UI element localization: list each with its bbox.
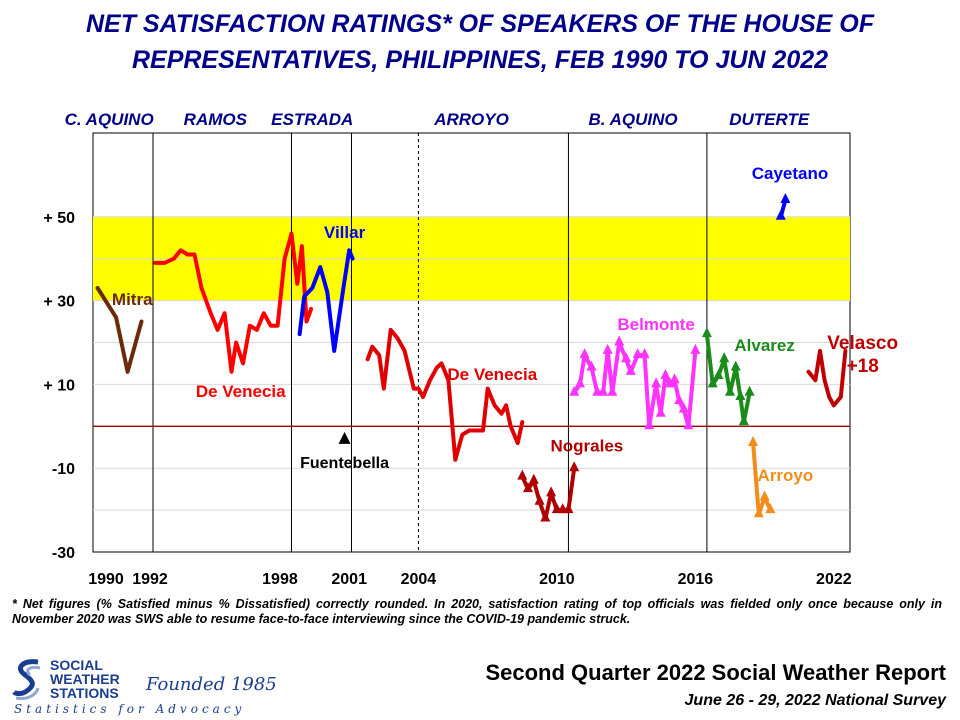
series-marker [701,327,712,338]
y-tick-label: + 30 [43,294,75,311]
annotation-label: Fuentebella [300,455,389,472]
series-line [751,441,773,517]
x-tick-label: 2001 [331,571,367,588]
series-line [297,248,355,353]
series-marker [660,369,671,380]
series-marker [730,360,741,371]
series-marker [602,343,613,354]
y-tick-label: + 10 [43,377,75,394]
series-marker [523,482,534,493]
series-marker [765,503,776,514]
series-label: Mitra [112,290,153,309]
series-marker [753,507,764,518]
report-title: Second Quarter 2022 Social Weather Repor… [485,660,946,685]
annotation-label: +18 [847,356,879,377]
administration-label: DUTERTE [729,110,810,129]
series-line [365,327,525,462]
logo-org-line3: STATIONS [50,685,119,701]
series-marker [534,494,545,505]
series-label: Belmonte [617,315,694,334]
series-marker [775,209,786,220]
series-label: Arroyo [758,466,814,485]
series-marker [678,402,689,413]
series-line [153,231,314,374]
x-tick-label: 1998 [262,571,298,588]
series-marker [735,389,746,400]
series-marker [664,377,675,388]
x-tick-label: 2010 [539,571,575,588]
x-tick-label: 2016 [678,571,714,588]
series-marker [625,364,636,375]
logo-tagline: Statistics for Advocacy [14,702,246,716]
series-marker [669,373,680,384]
chart-title-line1: NET SATISFACTION RATINGS* OF SPEAKERS OF… [85,10,874,38]
series-marker [655,406,666,417]
series-marker [738,415,749,426]
series-marker [744,385,755,396]
series-marker [713,369,724,380]
net-satisfaction-chart: C. AQUINO RAMOS ESTRADA ARROYO B. AQUINO DUTE… [43,110,898,588]
series-marker [540,511,551,522]
series-label: De Venecia [196,382,286,401]
x-tick-label: 1992 [132,571,168,588]
x-tick-label: 2022 [816,571,852,588]
series-marker [780,193,791,204]
y-tick-label: -30 [52,545,75,562]
series-marker [528,473,539,484]
report-date: June 26 - 29, 2022 National Survey [684,692,946,709]
series-marker [569,461,580,472]
series-marker [607,385,618,396]
series-marker [724,385,735,396]
series-marker [759,490,770,501]
x-tick-label: 1990 [88,571,124,588]
footnote: * Net figures (% Satisfied minus % Dissa… [12,597,942,626]
series-marker [574,377,585,388]
x-tick-label: 2004 [401,571,437,588]
series-marker [719,352,730,363]
administration-label: RAMOS [184,110,248,129]
series-marker [569,385,580,396]
series-marker [614,335,625,346]
series-marker [690,343,701,354]
series-marker [644,419,655,430]
series-marker [651,377,662,388]
series-line [806,348,848,408]
logo-org-line1: SOCIAL [50,657,103,673]
series-marker [632,348,643,359]
series-marker [586,360,597,371]
chart-title-line2: REPRESENTATIVES, PHILIPPINES, FEB 1990 T… [131,46,829,74]
series-marker [707,377,718,388]
series-line [95,286,144,374]
series-marker [598,385,609,396]
series-marker [546,486,557,497]
series-marker [639,348,650,359]
logo-org-line2: WEATHER [50,671,120,687]
series-label: Nograles [551,436,624,455]
administration-label: B. AQUINO [589,110,678,129]
series-marker [579,348,590,359]
series-marker [517,469,528,480]
series-label: Villar [324,223,366,242]
series-marker [683,419,694,430]
chart-title: NET SATISFACTION RATINGS* OF SPEAKERS OF… [0,6,960,78]
logo-founded: Founded 1985 [146,674,277,695]
series-marker [621,352,632,363]
y-tick-label: -10 [52,461,75,478]
administration-label: ESTRADA [271,110,353,129]
series-label: Cayetano [752,164,829,183]
series-label: Alvarez [734,336,794,355]
sws-swirl-icon [12,659,41,700]
administration-label: C. AQUINO [65,110,154,129]
annotation-marker [338,431,351,444]
series-marker [563,503,574,514]
series-label: Velasco [827,333,898,354]
y-tick-label: + 50 [43,210,75,227]
series-marker [674,394,685,405]
series-label: De Venecia [447,365,537,384]
series-marker [748,436,759,447]
sws-logo: SOCIAL WEATHER STATIONS Founded 1985 Sta… [12,657,277,718]
administration-label: ARROYO [433,110,509,129]
